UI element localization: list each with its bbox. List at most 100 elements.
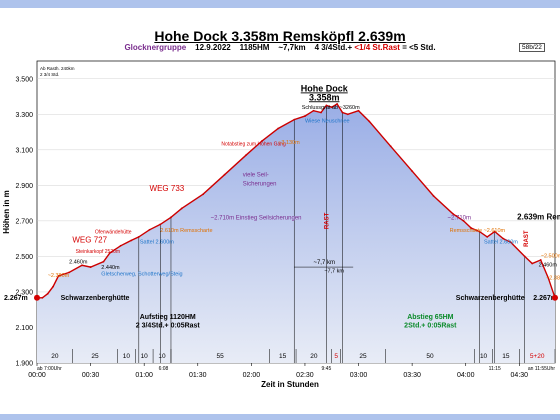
x-tick-label: 02:00 — [243, 372, 261, 379]
profile-point — [509, 241, 512, 244]
profile-point — [346, 113, 349, 116]
guide-lines: RAST RAST — [138, 105, 530, 363]
segment-minutes: 20 — [51, 353, 59, 360]
rast-label: RAST — [524, 230, 530, 247]
annotation-label: Schwarzenberghütte — [61, 295, 130, 302]
profile-point — [312, 109, 315, 112]
mountain-group: Glocknergruppe — [124, 43, 187, 52]
profile-point — [470, 227, 472, 229]
profile-point — [89, 266, 92, 268]
profile-point — [41, 296, 44, 299]
rast-label: RAST — [325, 212, 331, 229]
profile-point — [57, 275, 60, 277]
profile-point — [451, 212, 454, 215]
x-tick-label: 01:00 — [135, 372, 153, 379]
annotation-label: 2Std.+ 0:05Rast — [404, 323, 457, 330]
annotation-label: ~2.710m — [447, 215, 471, 221]
profile-point — [68, 271, 71, 274]
profile-point — [102, 260, 105, 263]
segment-durations: 20 25 10 10 10 55 15 20 5 25 50 10 15 5+20 — [51, 349, 556, 363]
profile-point — [261, 140, 263, 142]
end-time-note: an 11:55Uhr — [528, 366, 555, 372]
y-tick-label: 3.300 — [15, 112, 33, 119]
annotation-label: 2.267m — [4, 295, 28, 302]
distance: ~7,7km — [278, 43, 306, 52]
segment-minutes: 55 — [216, 353, 224, 360]
profile-point — [462, 219, 465, 222]
y-tick-label: 2.100 — [15, 325, 33, 332]
total-time: = <5 Std. — [402, 43, 436, 52]
x-tick-label: 03:30 — [403, 372, 421, 379]
x-tick-label: 04:30 — [511, 372, 529, 379]
note-top-left: 2 3/4 Std. — [40, 72, 59, 77]
y-tick-label: 2.300 — [15, 289, 33, 296]
segment-minutes: 25 — [359, 353, 367, 360]
segment-minutes: 10 — [480, 353, 488, 360]
x-tick-label: 02:30 — [296, 372, 314, 379]
annotation-label: ~2.710m Einstieg Seilsicherungen — [211, 215, 302, 221]
profile-point — [330, 106, 333, 109]
profile-point — [277, 127, 280, 130]
bottom-frame-bar — [0, 414, 560, 420]
segment-minutes: 10 — [158, 353, 166, 360]
start-time-note: ab 7:00Uhr — [37, 366, 62, 372]
profile-point — [368, 120, 371, 123]
segment-minutes: 20 — [310, 353, 318, 360]
y-axis-label: Höhen in m — [2, 190, 11, 234]
annotation-label: 2.460m — [69, 260, 88, 266]
hut-marker — [34, 294, 40, 301]
annotation-label: 2.267m — [533, 295, 557, 302]
annotation-label: ~2.500m — [541, 254, 560, 260]
subtitle-line: Glocknergruppe 12.9.2022 1185HM ~7,7km 4… — [0, 43, 560, 52]
note-top-left: Ab Rasth. 240km — [40, 66, 75, 71]
profile-point — [523, 255, 526, 258]
segment-minutes: 25 — [91, 353, 99, 360]
profile-point — [137, 235, 140, 238]
segment-minutes: 10 — [123, 353, 131, 360]
profile-point — [108, 251, 111, 254]
profile-point — [81, 264, 83, 267]
profile-point — [389, 145, 392, 148]
annotation-label: Steinkarkopf 2520m — [76, 249, 120, 255]
annotation-label: ~3.130m — [278, 140, 300, 146]
annotation-label: WEG 733 — [150, 184, 185, 193]
x-tick-label: 04:00 — [457, 372, 475, 379]
y-tick-label: 2.500 — [15, 254, 33, 261]
annotation-label: Aufstieg 1120HM — [140, 314, 196, 321]
tour-date: 12.9.2022 — [195, 43, 231, 52]
annotation-label: Ofenwändehütte — [95, 230, 132, 236]
peak-time-note: 9:45 — [322, 366, 332, 372]
profile-point — [320, 111, 322, 114]
profile-point — [202, 193, 205, 196]
annotation-label: ~7,7 km — [324, 269, 344, 275]
profile-point — [547, 276, 550, 279]
y-tick-label: 3.100 — [15, 147, 33, 154]
hut-marker — [552, 294, 558, 301]
profile-area — [37, 104, 555, 363]
top-frame-bar — [0, 0, 560, 8]
profile-point — [502, 237, 505, 240]
profile-point — [341, 111, 344, 114]
segment-minutes: 15 — [502, 353, 510, 360]
profile-point — [357, 109, 360, 112]
segment-minutes: 15 — [279, 353, 287, 360]
annotation-label: Gletscherweg, Schotterweg/Steig — [101, 271, 182, 277]
annotation-label: ~2.380m — [48, 273, 70, 279]
profile-point — [478, 230, 481, 233]
profile-point — [130, 239, 133, 242]
profile-point — [486, 235, 489, 238]
y-tick-label: 1.900 — [15, 361, 33, 368]
y-tick-label: 2.900 — [15, 183, 33, 190]
distance-mid-label: ~7,7 km — [313, 260, 335, 266]
profile-point — [46, 292, 49, 295]
profile-point — [223, 173, 226, 176]
profile-point — [336, 103, 339, 105]
profile-point — [170, 216, 172, 219]
y-tick-label: 3.500 — [15, 76, 33, 83]
duration: 4 3/4Std.+ — [314, 43, 353, 52]
profile-point — [52, 285, 54, 288]
y-axis-ticks: 1.900 2.100 2.300 2.500 2.700 2.900 3.100 3.300… — [15, 76, 33, 367]
